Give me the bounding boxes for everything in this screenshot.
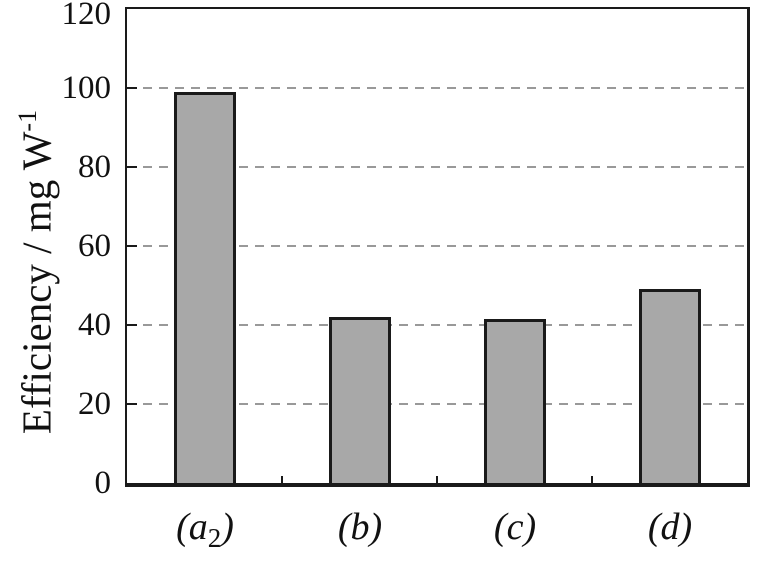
- x-category-label-a2: (a2): [135, 497, 275, 557]
- category-paren-close: ): [369, 506, 383, 548]
- bar-a2: [174, 92, 236, 483]
- bar-d: [639, 289, 701, 483]
- y-axis-tick-100: [127, 87, 137, 89]
- category-letter: b: [350, 506, 370, 548]
- x-axis-tick-2: [436, 476, 438, 483]
- category-paren-open: (: [176, 506, 189, 548]
- y-axis-title-superscript: -1: [13, 109, 42, 132]
- plot-area: [125, 7, 750, 487]
- category-letter: d: [660, 506, 680, 548]
- category-letter: c: [506, 506, 524, 548]
- x-category-label-c: (c): [445, 497, 585, 557]
- category-paren-close: ): [221, 506, 234, 548]
- category-paren-close: ): [679, 506, 693, 548]
- y-tick-label-60: 60: [78, 228, 111, 264]
- category-paren-open: (: [493, 506, 507, 548]
- gridline-80: [127, 166, 747, 168]
- x-category-label-b: (b): [290, 497, 430, 557]
- y-axis-tick-20: [127, 403, 137, 405]
- category-subscript: 2: [207, 523, 222, 553]
- gridline-20: [127, 403, 747, 405]
- y-axis-tick-60: [127, 245, 137, 247]
- y-tick-label-120: 120: [61, 0, 112, 32]
- category-paren-open: (: [337, 506, 351, 548]
- y-axis-tick-80: [127, 166, 137, 168]
- gridline-60: [127, 245, 747, 247]
- bar-c: [484, 319, 546, 483]
- bar-b: [329, 317, 391, 483]
- y-tick-label-20: 20: [78, 386, 111, 422]
- y-tick-label-0: 0: [94, 465, 112, 501]
- category-letter: a: [188, 506, 208, 548]
- x-axis-tick-3: [591, 476, 593, 483]
- y-tick-label-80: 80: [78, 149, 111, 185]
- category-paren-open: (: [647, 506, 661, 548]
- x-axis-tick-1: [281, 476, 283, 483]
- gridline-40: [127, 324, 747, 326]
- y-tick-label-40: 40: [78, 307, 111, 343]
- y-axis-tick-40: [127, 324, 137, 326]
- gridline-100: [127, 87, 747, 89]
- y-tick-label-100: 100: [61, 70, 112, 106]
- x-category-label-d: (d): [600, 497, 740, 557]
- category-paren-close: ): [523, 506, 537, 548]
